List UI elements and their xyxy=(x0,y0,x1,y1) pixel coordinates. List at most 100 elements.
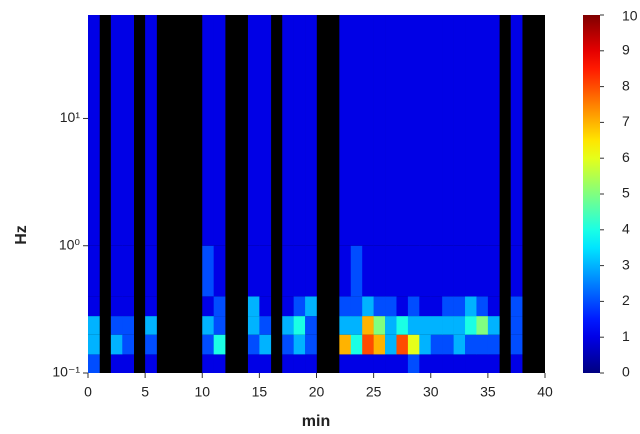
heat-cell xyxy=(487,354,500,373)
heat-cell xyxy=(476,245,489,297)
heat-cell xyxy=(362,15,374,246)
heat-cell xyxy=(442,296,454,317)
heat-cell xyxy=(407,296,420,317)
heat-cell xyxy=(385,15,397,246)
colorbar-tick-label: 6 xyxy=(622,149,630,165)
heat-cell xyxy=(339,316,352,335)
heat-cell xyxy=(145,334,157,355)
x-axis-title: min xyxy=(302,413,330,430)
heat-cell xyxy=(385,245,397,297)
heat-cell xyxy=(419,245,432,297)
colorbar-tick-label: 2 xyxy=(622,292,630,308)
heat-cell xyxy=(145,245,157,297)
heat-cell xyxy=(259,245,272,297)
x-tick-label: 30 xyxy=(423,384,439,400)
y-axis-title: Hz xyxy=(13,225,30,245)
heat-cell xyxy=(430,316,443,335)
heat-cell xyxy=(202,334,214,355)
heat-cell xyxy=(362,316,374,335)
heat-cell xyxy=(362,354,374,373)
heat-cell xyxy=(396,316,409,335)
heat-cell xyxy=(510,354,523,373)
heat-cell xyxy=(202,316,214,335)
heat-cell xyxy=(476,334,489,355)
heat-cell xyxy=(385,334,397,355)
heat-cell xyxy=(407,334,420,355)
heat-cell xyxy=(202,245,214,297)
heat-cell xyxy=(442,334,454,355)
heat-cell xyxy=(88,15,100,246)
heat-cell xyxy=(465,15,477,246)
colorbar-tick-label: 3 xyxy=(622,256,630,272)
heat-cell xyxy=(339,296,352,317)
heat-cell xyxy=(293,354,306,373)
heat-cell xyxy=(247,245,260,297)
heat-cell xyxy=(259,334,272,355)
heat-cell xyxy=(247,354,260,373)
x-tick-label: 40 xyxy=(537,384,553,400)
heat-cell xyxy=(110,354,123,373)
heat-cell xyxy=(465,245,477,297)
heat-cell xyxy=(419,296,432,317)
heat-cell xyxy=(373,15,386,246)
colorbar-tick-label: 10 xyxy=(622,8,638,24)
heat-cell xyxy=(385,316,397,335)
heat-cell xyxy=(213,354,226,373)
heat-cell xyxy=(407,316,420,335)
colorbar-tick-label: 9 xyxy=(622,42,630,58)
heat-cell xyxy=(510,245,523,297)
heat-cell xyxy=(88,316,100,335)
heat-cell xyxy=(465,354,477,373)
colorbar-tick-label: 7 xyxy=(622,113,630,129)
heat-cell xyxy=(110,245,123,297)
x-tick-label: 35 xyxy=(480,384,496,400)
heat-cell xyxy=(293,245,306,297)
heat-cell xyxy=(350,334,363,355)
heat-cell xyxy=(362,245,374,297)
colorbar-tick-label: 0 xyxy=(622,364,630,380)
heat-cell xyxy=(510,296,523,317)
heat-cell xyxy=(350,15,363,246)
heat-cell xyxy=(305,296,317,317)
heat-cell xyxy=(419,316,432,335)
heat-cell xyxy=(487,15,500,246)
heat-cell xyxy=(282,296,294,317)
heat-cell xyxy=(145,15,157,246)
heat-cell xyxy=(339,245,352,297)
heat-cell xyxy=(122,296,134,317)
heat-cell xyxy=(487,245,500,297)
heat-cell xyxy=(373,245,386,297)
heat-cell xyxy=(350,296,363,317)
heat-cell xyxy=(293,334,306,355)
heat-cell xyxy=(430,354,443,373)
heat-cell xyxy=(110,296,123,317)
heat-cell xyxy=(293,296,306,317)
heat-cell xyxy=(247,15,260,246)
heat-cell xyxy=(465,296,477,317)
heat-cell xyxy=(442,316,454,335)
heat-cell xyxy=(122,354,134,373)
heat-cell xyxy=(453,316,466,335)
x-tick-label: 15 xyxy=(252,384,268,400)
heat-cell xyxy=(247,296,260,317)
heat-cell xyxy=(145,354,157,373)
heat-cell xyxy=(202,15,214,246)
heat-cell xyxy=(396,354,409,373)
heat-cell xyxy=(487,316,500,335)
heat-cell xyxy=(247,334,260,355)
heat-cell xyxy=(202,296,214,317)
heat-cell xyxy=(282,316,294,335)
heat-cell xyxy=(396,15,409,246)
heat-cell xyxy=(202,354,214,373)
heat-cell xyxy=(453,354,466,373)
heat-cell xyxy=(419,354,432,373)
heat-cell xyxy=(407,245,420,297)
heat-cell xyxy=(510,316,523,335)
heat-cell xyxy=(88,354,100,373)
heat-cell xyxy=(305,15,317,246)
heat-cell xyxy=(282,354,294,373)
heat-cell xyxy=(293,316,306,335)
heat-cell xyxy=(396,296,409,317)
heat-cell xyxy=(110,15,123,246)
